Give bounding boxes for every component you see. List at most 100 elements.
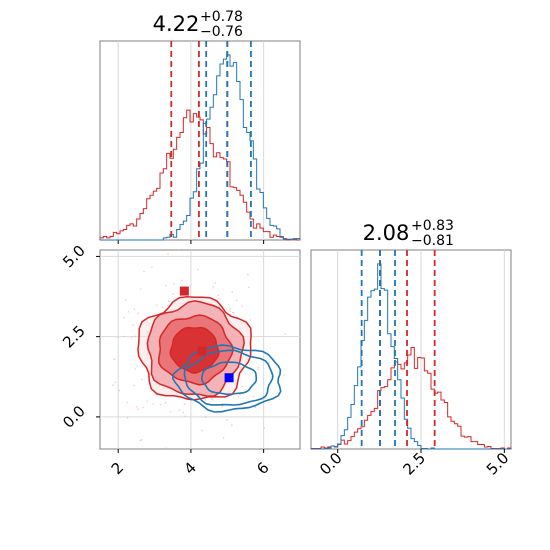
quantile-lines-param2 [360, 250, 436, 449]
scatter-point [134, 335, 137, 337]
contour-level-1-1 [183, 349, 274, 406]
scatter-point [211, 397, 213, 399]
scatter-point [130, 336, 133, 338]
scatter-point [134, 368, 136, 370]
title-param1-plus: +0.78 [200, 9, 243, 25]
scatter-point [124, 299, 127, 301]
scatter-point [229, 310, 231, 312]
scatter-point [169, 410, 172, 413]
scatter-point [123, 316, 125, 319]
scatter-point [283, 374, 286, 376]
scatter-point [181, 279, 183, 282]
scatter-point [232, 311, 234, 314]
scatter-point [184, 415, 186, 418]
x-tick-label-0: 0.0 [316, 449, 346, 479]
scatter-point [201, 429, 204, 432]
scatter-point [136, 406, 138, 408]
scatter-point [132, 324, 134, 327]
title-param2: 2.08 [363, 221, 410, 245]
scatter-point [164, 401, 167, 404]
scatter-point [235, 299, 238, 302]
scatter-point [172, 293, 175, 295]
scatter-point [247, 273, 249, 276]
truth-markers [179, 286, 234, 383]
scatter-point [217, 294, 219, 297]
scatter-point [167, 304, 169, 307]
scatter-point [137, 408, 139, 410]
scatter-point [252, 395, 255, 398]
scatter-point [264, 397, 266, 400]
truth-marker-2 [224, 373, 234, 383]
scatter-point [133, 308, 136, 310]
scatter-point [139, 439, 142, 442]
title-param1: 4.22 [153, 12, 200, 36]
scatter-point [143, 270, 145, 273]
scatter-point [204, 399, 207, 401]
scatter-point [182, 411, 185, 414]
scatter-point [155, 304, 158, 307]
scatter-point [173, 282, 175, 285]
scatter-point [161, 306, 164, 309]
contour-series [137, 295, 282, 413]
y-tick-label-0: 0.0 [59, 402, 89, 432]
x-tick-label-1: 2.5 [399, 449, 429, 479]
scatter-point [189, 284, 191, 287]
quantile-lines-param1 [170, 41, 252, 240]
contour-level-1-0 [200, 361, 258, 396]
scatter-point [241, 385, 244, 388]
title-param2-minus: −0.81 [411, 233, 454, 249]
scatter-point [183, 403, 186, 405]
scatter-point [263, 426, 266, 429]
title-param2-plus: +0.83 [411, 218, 454, 234]
contour-panel: 2 4 6 0.0 2.5 5.0 [59, 242, 301, 478]
scatter-point [222, 436, 225, 439]
x-ticks-contour: 2 4 6 [108, 449, 273, 478]
histogram-frame-param1 [99, 40, 301, 241]
scatter-point [229, 307, 231, 310]
scatter-point [151, 266, 153, 268]
scatter-point [257, 368, 260, 371]
x-tick-label-0: 2 [108, 459, 127, 478]
histogram-series-0 [310, 347, 512, 450]
histogram-panel-param1: 4.22 +0.78 −0.76 [99, 9, 301, 244]
x-ticks-param2: 0.0 2.5 5.0 [316, 449, 512, 479]
scatter-point [268, 361, 270, 364]
scatter-point [218, 297, 220, 300]
scatter-point [126, 417, 129, 419]
histogram-panel-param2: 2.08 +0.83 −0.81 0.0 2.5 5.0 [310, 218, 512, 479]
scatter-point [139, 288, 142, 290]
scatter-point [118, 389, 121, 392]
scatter-point [211, 398, 214, 401]
scatter-point [284, 333, 287, 335]
scatter-point [226, 418, 228, 421]
scatter-point [116, 336, 119, 339]
y-ticks-contour: 0.0 2.5 5.0 [59, 242, 100, 432]
scatter-point [133, 384, 135, 387]
scatter-point [167, 253, 169, 255]
histogram-series-0 [99, 109, 300, 241]
scatter-point [212, 286, 214, 288]
histogram-grid-param1 [117, 41, 265, 244]
scatter-point [257, 366, 260, 368]
scatter-point [214, 282, 217, 284]
scatter-point [140, 378, 143, 381]
scatter-point [137, 312, 139, 315]
histogram-series-param1 [99, 54, 301, 241]
scatter-point [165, 284, 167, 287]
x-tick-label-1: 4 [180, 459, 199, 478]
scatter-point [146, 400, 148, 403]
scatter-point [136, 364, 138, 367]
scatter-point [204, 416, 207, 419]
scatter-point [237, 396, 240, 398]
scatter-point [177, 249, 180, 251]
scatter-point [152, 403, 155, 405]
scatter-point [123, 335, 125, 338]
x-tick-label-2: 6 [253, 459, 272, 478]
contour-level-1-2 [171, 344, 282, 413]
scatter-point [231, 424, 233, 427]
y-tick-label-1: 2.5 [59, 322, 89, 352]
scatter-point [112, 384, 114, 386]
histogram-grid-param2 [337, 250, 505, 449]
scatter-point [126, 401, 128, 404]
